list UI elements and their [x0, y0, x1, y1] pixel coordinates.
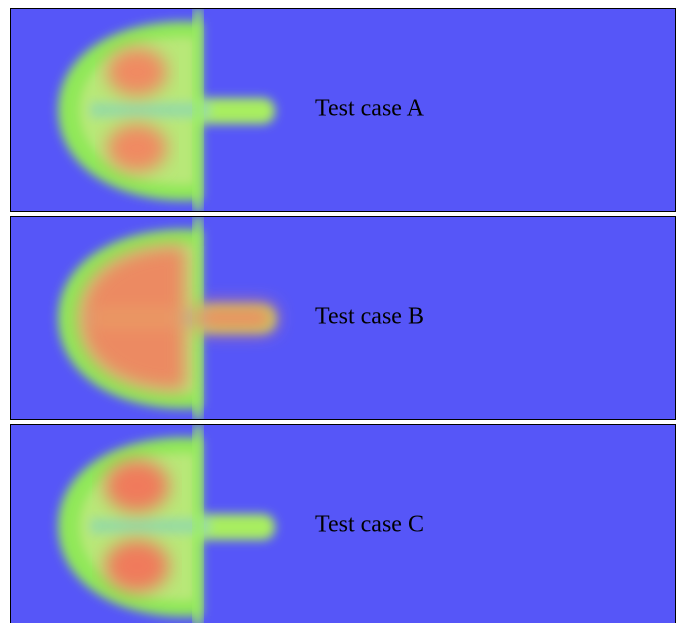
panel-label: Test case A: [315, 96, 425, 122]
panel-label: Test case B: [315, 304, 424, 330]
panel: Test case C: [10, 424, 676, 623]
panel: Test case A: [10, 8, 676, 212]
panel-label: Test case C: [315, 512, 424, 538]
panel: Test case B: [10, 216, 676, 420]
